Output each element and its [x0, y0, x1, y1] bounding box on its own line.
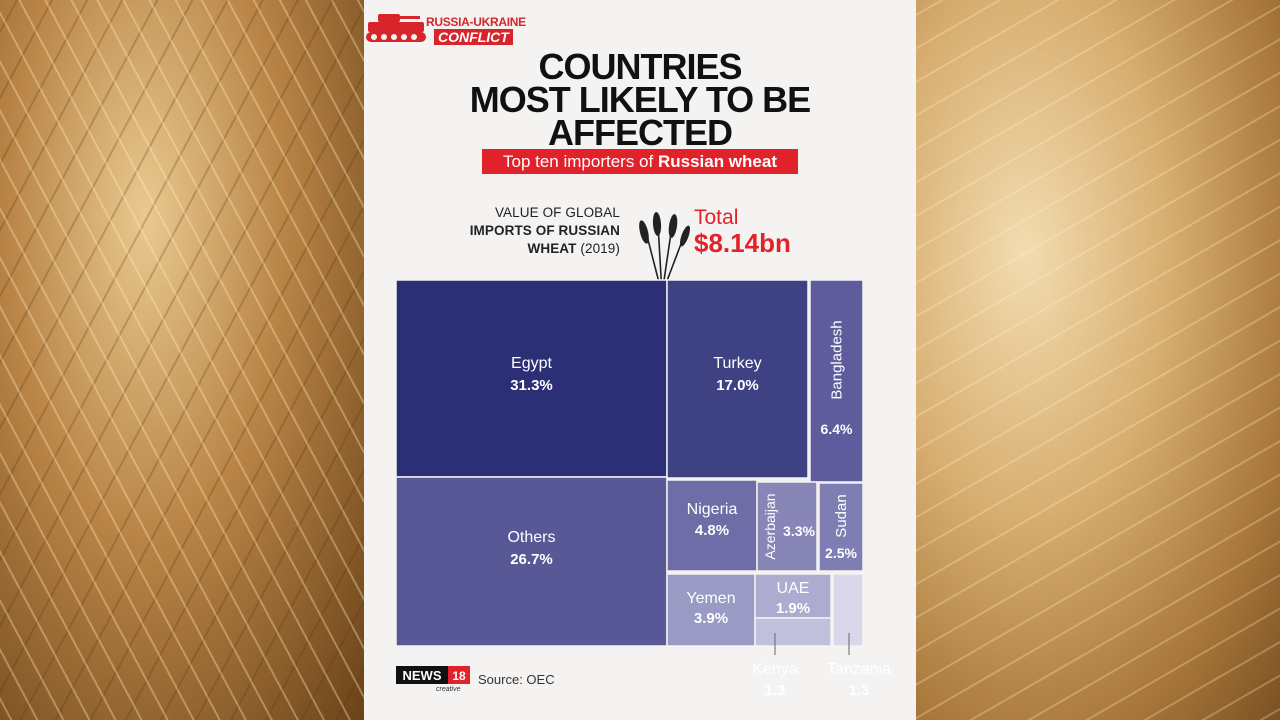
treemap-rect-egypt [395, 279, 668, 478]
treemap-cell-kenya [754, 617, 832, 647]
treemap-rect-yemen [666, 573, 756, 647]
treemap-value-kenya: 1.3 [765, 682, 786, 699]
infographic-panel: RUSSIA-UKRAINE CONFLICT COUNTRIES MOST L… [364, 0, 916, 720]
treemap-label-egypt: Egypt [511, 355, 552, 372]
treemap-rect-turkey [666, 279, 809, 479]
treemap-rect-others [395, 476, 668, 647]
treemap-value-others: 26.7% [510, 551, 553, 568]
news18-logo: NEWS 18 creative [396, 666, 472, 697]
badge-line1: RUSSIA-UKRAINE [426, 15, 526, 29]
treemap-cell-bangladesh: Bangladesh 6.4% [809, 279, 864, 483]
treemap-label-bangladesh: Bangladesh [829, 320, 846, 399]
wheat-background-right [916, 0, 1280, 720]
svg-text:NEWS: NEWS [403, 668, 442, 683]
treemap-rect-azerbaijan [756, 481, 818, 572]
treemap-label-azerbaijan: Azerbaijan [762, 493, 778, 559]
treemap-label-nigeria: Nigeria [687, 501, 738, 518]
treemap-value-egypt: 31.3% [510, 377, 553, 394]
treemap-cell-sudan: Sudan 2.5% [818, 482, 864, 572]
treemap-value-uae: 1.9% [776, 600, 810, 617]
treemap-chart: Egypt 31.3% Others 26.7% Turkey 17.0% Banglade… [395, 279, 891, 699]
treemap-value-azerbaijan: 3.3% [783, 523, 815, 539]
subtitle-plain: Top ten importers of [502, 152, 658, 171]
treemap-label-others: Others [507, 529, 555, 546]
subtitle-bold: Russian wheat [657, 152, 777, 171]
wheat-background-left [0, 0, 364, 720]
treemap-cell-egypt: Egypt 31.3% [395, 279, 668, 478]
title-line-3: AFFECTED [548, 112, 733, 153]
treemap-rect-kenya [754, 617, 832, 647]
treemap-label-sudan: Sudan [833, 494, 850, 537]
treemap-rect-tanzania [832, 573, 864, 647]
treemap-value-sudan: 2.5% [825, 545, 857, 561]
treemap-value-yemen: 3.9% [694, 610, 728, 627]
value-caption-line1: VALUE OF GLOBAL [494, 205, 620, 220]
source-note: Source: OEC [478, 672, 555, 687]
treemap-cell-yemen: Yemen 3.9% [666, 573, 756, 647]
treemap-label-tanzania: Tanzania [827, 661, 891, 678]
subtitle-banner: Top ten importers of Russian wheat [482, 149, 798, 174]
page-title: COUNTRIES MOST LIKELY TO BE AFFECTED [364, 46, 916, 153]
total-label: Total [694, 206, 739, 229]
treemap-value-tanzania: 1.3 [849, 682, 870, 699]
treemap-value-bangladesh: 6.4% [821, 421, 853, 437]
value-caption-line3: WHEAT (2019) [527, 241, 620, 256]
value-caption-line2: IMPORTS OF RUSSIAN [469, 223, 620, 238]
treemap-rect-uae [754, 573, 832, 619]
treemap-cell-tanzania [832, 573, 864, 647]
treemap-cell-nigeria: Nigeria 4.8% [666, 479, 758, 572]
treemap-cell-others: Others 26.7% [395, 476, 668, 647]
treemap-value-turkey: 17.0% [716, 377, 759, 394]
conflict-badge: RUSSIA-UKRAINE CONFLICT [364, 8, 526, 48]
svg-text:creative: creative [436, 686, 461, 692]
title-line-1: COUNTRIES [538, 46, 742, 87]
treemap-value-nigeria: 4.8% [695, 522, 729, 539]
treemap-cell-uae: UAE 1.9% [754, 573, 832, 619]
badge-line2: CONFLICT [434, 29, 513, 45]
value-caption: VALUE OF GLOBAL IMPORTS OF RUSSIAN WHEAT… [424, 204, 620, 258]
treemap-rect-bangladesh [809, 279, 864, 483]
treemap-label-turkey: Turkey [713, 355, 761, 372]
treemap-label-uae: UAE [777, 580, 810, 597]
total-value: $8.14bn [694, 228, 791, 258]
tank-icon [364, 8, 430, 48]
svg-text:18: 18 [452, 669, 466, 683]
treemap-label-kenya: Kenya [752, 661, 797, 678]
treemap-rect-nigeria [666, 479, 758, 572]
treemap-cell-turkey: Turkey 17.0% [666, 279, 809, 479]
title-line-2: MOST LIKELY TO BE [469, 79, 811, 120]
treemap-label-yemen: Yemen [686, 590, 735, 607]
treemap-cell-azerbaijan: Azerbaijan 3.3% [756, 481, 818, 572]
treemap-rect-sudan [818, 482, 864, 572]
